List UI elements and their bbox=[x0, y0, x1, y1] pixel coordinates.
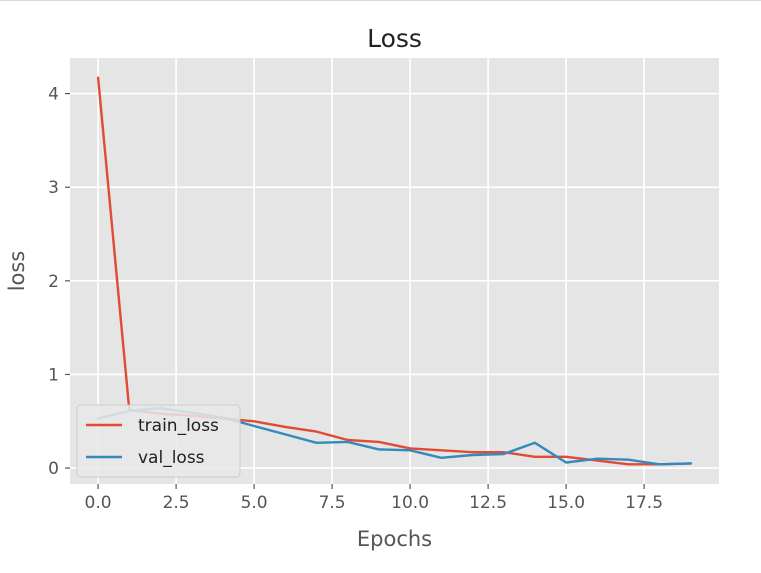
x-tick-label-0: 0.0 bbox=[85, 493, 112, 513]
legend-box bbox=[76, 404, 241, 478]
legend-label-train-loss: train_loss bbox=[138, 416, 219, 436]
legend-label-val-loss: val_loss bbox=[138, 448, 205, 468]
y-tick-label-3: 3 bbox=[48, 178, 59, 198]
y-tick-label-2: 2 bbox=[48, 272, 59, 292]
x-axis-label: Epochs bbox=[357, 527, 432, 551]
x-tick-label-7: 17.5 bbox=[625, 493, 663, 513]
x-tick-label-3: 7.5 bbox=[319, 493, 346, 513]
axis-ticks: 0.0 2.5 5.0 7.5 10.0 12.5 15.0 17.5 0 1 2 3 4 bbox=[48, 85, 663, 513]
x-tick-label-6: 15.0 bbox=[547, 493, 585, 513]
chart-title: Loss bbox=[367, 24, 422, 53]
y-tick-label-4: 4 bbox=[48, 85, 59, 105]
top-border bbox=[0, 0, 761, 1]
legend: train_loss val_loss bbox=[76, 404, 241, 478]
x-tick-label-2: 5.0 bbox=[241, 493, 268, 513]
x-tick-label-1: 2.5 bbox=[163, 493, 190, 513]
y-tick-label-1: 1 bbox=[48, 365, 59, 385]
x-tick-label-4: 10.0 bbox=[391, 493, 429, 513]
x-tick-label-5: 12.5 bbox=[469, 493, 507, 513]
y-tick-label-0: 0 bbox=[48, 459, 59, 479]
y-axis-label: loss bbox=[5, 251, 29, 292]
